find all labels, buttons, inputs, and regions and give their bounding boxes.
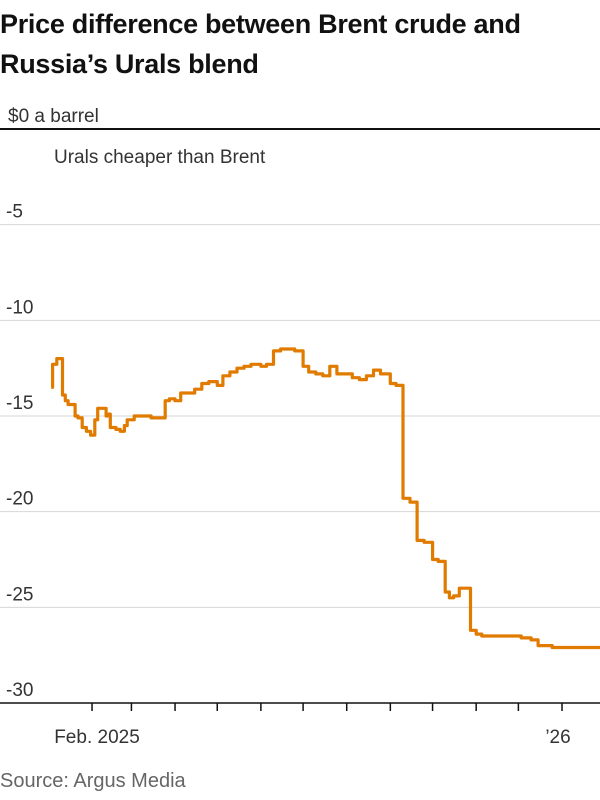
y-tick-label: -25 bbox=[6, 584, 33, 605]
y-axis-ticks: -5 -10 -15 -20 -25 -30 bbox=[6, 202, 33, 701]
y-tick-label: -5 bbox=[6, 202, 23, 223]
source-note: Source: Argus Media bbox=[0, 770, 186, 792]
y-tick-label: -30 bbox=[6, 680, 33, 701]
y-tick-label: -20 bbox=[6, 489, 33, 510]
x-axis: Feb. 2025 ’26 bbox=[0, 702, 600, 748]
y-tick-label: -10 bbox=[6, 297, 33, 318]
chart-title: Price difference between Brent crude and… bbox=[0, 9, 521, 79]
x-tick-label: Feb. 2025 bbox=[54, 727, 140, 748]
y-tick-label: -15 bbox=[6, 393, 33, 414]
annotation-urals-cheaper: Urals cheaper than Brent bbox=[54, 147, 266, 168]
unit-label: $0 a barrel bbox=[8, 106, 99, 127]
x-tick-label: ’26 bbox=[545, 727, 570, 748]
gridlines bbox=[0, 224, 600, 608]
price-difference-line bbox=[51, 347, 600, 650]
